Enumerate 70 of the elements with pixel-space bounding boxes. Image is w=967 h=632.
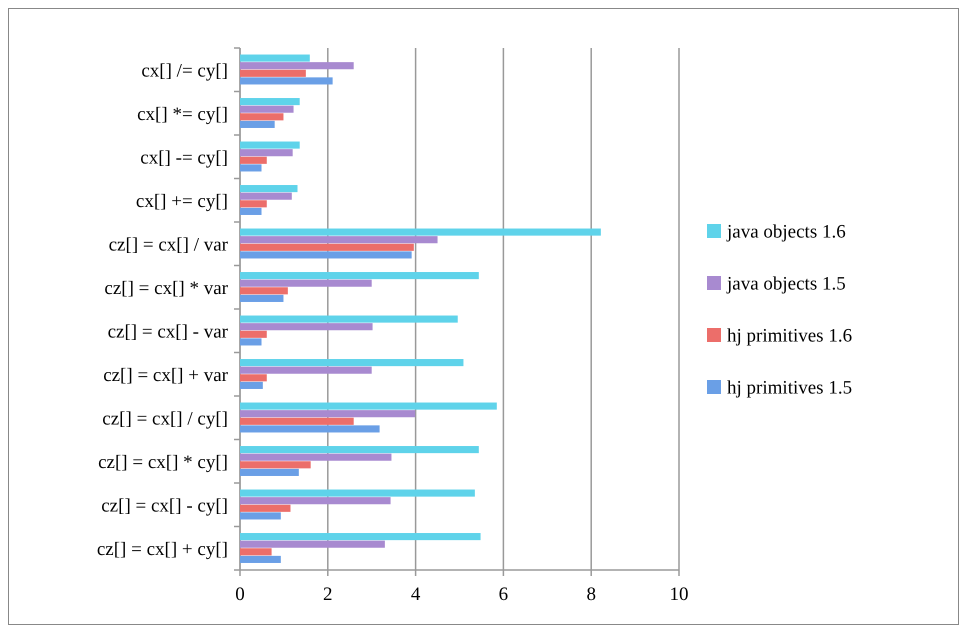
bar (240, 244, 414, 251)
bar (240, 540, 385, 548)
legend-label: hj primitives 1.5 (727, 378, 852, 399)
legend-label: hj primitives 1.6 (727, 326, 852, 347)
bar (240, 461, 311, 468)
bar (240, 185, 298, 192)
bar (240, 149, 293, 156)
bar (240, 410, 416, 418)
y-tick-label: cz[] = cx[] / cy[] (102, 408, 228, 430)
bar (240, 164, 262, 172)
bar (240, 425, 380, 432)
x-tick-label: 10 (670, 584, 688, 605)
bar (240, 374, 267, 382)
bar (240, 251, 412, 258)
bar (240, 330, 267, 338)
y-tick-label: cz[] = cx[] * cy[] (98, 452, 228, 473)
bar (240, 468, 299, 476)
bar (240, 316, 458, 323)
x-tick-label: 0 (235, 584, 245, 605)
y-tick-label: cx[] += cy[] (136, 190, 228, 212)
bar (240, 446, 479, 454)
bar (240, 228, 601, 236)
x-tick-label: 8 (586, 584, 596, 605)
y-tick-label: cx[] /= cy[] (141, 60, 228, 82)
bar (240, 454, 392, 461)
bar (240, 402, 497, 410)
bar (240, 548, 272, 556)
bar (240, 200, 267, 208)
bar (240, 359, 464, 366)
bar (240, 294, 284, 302)
bar (240, 54, 310, 62)
y-tick-label: cx[] -= cy[] (140, 147, 228, 168)
y-tick-label: cz[] = cx[] + cy[] (96, 538, 228, 560)
bar (240, 556, 281, 563)
bar (240, 113, 284, 120)
bar (240, 208, 262, 215)
bar (240, 490, 475, 497)
bar (240, 533, 481, 540)
bar (240, 323, 373, 330)
bar (240, 62, 354, 70)
bar (240, 142, 300, 149)
bar (240, 236, 438, 244)
bar (240, 512, 281, 520)
bar (240, 156, 267, 164)
y-tick-label: cz[] = cx[] + var (103, 364, 229, 386)
bar (240, 106, 294, 113)
x-tick-label: 2 (323, 584, 333, 605)
y-tick-label: cz[] = cx[] - var (108, 321, 229, 342)
y-tick-label: cz[] = cx[] - cy[] (101, 495, 228, 516)
bar (240, 272, 479, 280)
bar (240, 338, 262, 346)
bar (240, 192, 292, 200)
x-tick-label: 4 (410, 584, 421, 605)
bar (240, 418, 354, 425)
bar (240, 382, 263, 389)
y-tick-label: cz[] = cx[] * var (104, 278, 229, 299)
bar (240, 98, 300, 106)
y-tick-label: cz[] = cx[] / var (108, 234, 229, 256)
bar (240, 120, 275, 128)
bar (240, 366, 372, 374)
bar (240, 497, 391, 504)
bar (240, 287, 288, 294)
bar (240, 280, 372, 287)
legend-label: java objects 1.6 (726, 222, 846, 243)
bar (240, 70, 306, 77)
bar (240, 504, 290, 512)
legend-label: java objects 1.5 (726, 274, 846, 295)
bar (240, 77, 333, 84)
y-tick-label: cx[] *= cy[] (137, 104, 228, 125)
x-tick-label: 6 (498, 584, 508, 605)
